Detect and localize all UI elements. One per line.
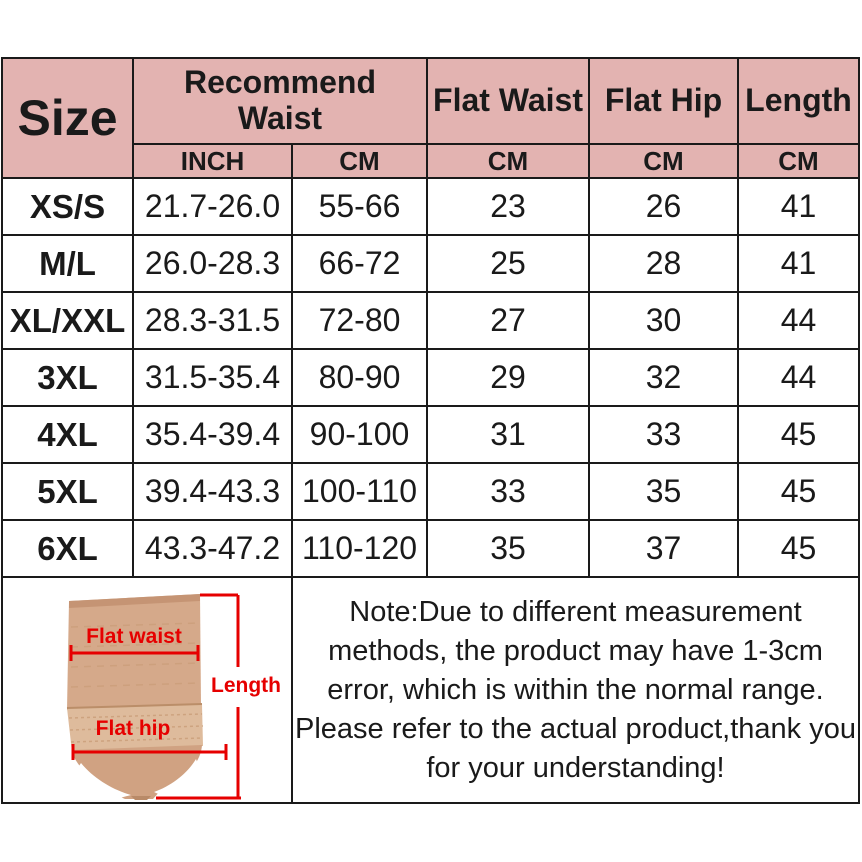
size-chart: Size Recommend Waist Flat Waist Flat Hip… — [1, 57, 860, 804]
table-row: XL/XXL 28.3-31.5 72-80 27 30 44 — [1, 291, 860, 350]
bottom-row: Flat waist Flat hip Length Note:Due to d… — [1, 576, 860, 804]
flat-hip-cell: 35 — [588, 462, 739, 521]
unit-inch: INCH — [132, 143, 293, 179]
units-row: INCH CM CM CM CM — [2, 143, 860, 179]
cm-cell: 72-80 — [291, 291, 428, 350]
length-annotation: Length — [211, 674, 281, 697]
inch-cell: 28.3-31.5 — [132, 291, 293, 350]
note-text: Note:Due to different measurement method… — [291, 576, 860, 804]
flat-waist-cell: 33 — [426, 462, 590, 521]
inch-cell: 39.4-43.3 — [132, 462, 293, 521]
cm-cell: 66-72 — [291, 234, 428, 293]
header-flat-hip: Flat Hip — [588, 57, 739, 145]
length-cell: 45 — [737, 519, 860, 578]
cm-cell: 80-90 — [291, 348, 428, 407]
size-cell: 4XL — [1, 405, 134, 464]
inch-cell: 43.3-47.2 — [132, 519, 293, 578]
flat-hip-annotation: Flat hip — [96, 717, 171, 740]
size-cell: M/L — [1, 234, 134, 293]
unit-cm: CM — [291, 143, 428, 179]
flat-hip-cell: 26 — [588, 177, 739, 236]
flat-hip-cell: 37 — [588, 519, 739, 578]
inch-cell: 35.4-39.4 — [132, 405, 293, 464]
unit-cm: CM — [426, 143, 590, 179]
size-cell: XL/XXL — [1, 291, 134, 350]
table-row: 5XL 39.4-43.3 100-110 33 35 45 — [1, 462, 860, 521]
length-cell: 41 — [737, 177, 860, 236]
flat-waist-cell: 23 — [426, 177, 590, 236]
size-cell: 5XL — [1, 462, 134, 521]
flat-waist-cell: 35 — [426, 519, 590, 578]
length-cell: 45 — [737, 405, 860, 464]
inch-cell: 31.5-35.4 — [132, 348, 293, 407]
product-diagram-cell: Flat waist Flat hip Length — [1, 576, 293, 804]
header-length: Length — [737, 57, 860, 145]
table-row: XS/S 21.7-26.0 55-66 23 26 41 — [1, 177, 860, 236]
size-chart-table: Size Recommend Waist Flat Waist Flat Hip… — [1, 57, 860, 804]
flat-waist-cell: 27 — [426, 291, 590, 350]
flat-hip-cell: 28 — [588, 234, 739, 293]
flat-waist-cell: 25 — [426, 234, 590, 293]
length-cell: 44 — [737, 291, 860, 350]
flat-waist-annotation: Flat waist — [86, 625, 182, 648]
table-row: 3XL 31.5-35.4 80-90 29 32 44 — [1, 348, 860, 407]
cm-cell: 100-110 — [291, 462, 428, 521]
measurement-lines — [69, 593, 241, 800]
cm-cell: 90-100 — [291, 405, 428, 464]
unit-cm: CM — [737, 143, 860, 179]
length-cell: 45 — [737, 462, 860, 521]
header-row: Size Recommend Waist Flat Waist Flat Hip… — [1, 57, 860, 179]
flat-waist-cell: 29 — [426, 348, 590, 407]
inch-cell: 21.7-26.0 — [132, 177, 293, 236]
flat-waist-cell: 31 — [426, 405, 590, 464]
table-row: 6XL 43.3-47.2 110-120 35 37 45 — [1, 519, 860, 578]
header-recommend-waist: Recommend Waist — [132, 57, 428, 145]
header-size: Size — [1, 57, 134, 179]
length-cell: 41 — [737, 234, 860, 293]
length-cell: 44 — [737, 348, 860, 407]
flat-hip-cell: 30 — [588, 291, 739, 350]
header-recommend-waist-label: Recommend Waist — [183, 64, 377, 136]
flat-hip-cell: 32 — [588, 348, 739, 407]
product-diagram: Flat waist Flat hip Length — [66, 593, 281, 800]
cm-cell: 110-120 — [291, 519, 428, 578]
size-cell: 6XL — [1, 519, 134, 578]
inch-cell: 26.0-28.3 — [132, 234, 293, 293]
size-cell: XS/S — [1, 177, 134, 236]
flat-hip-cell: 33 — [588, 405, 739, 464]
cm-cell: 55-66 — [291, 177, 428, 236]
table-row: M/L 26.0-28.3 66-72 25 28 41 — [1, 234, 860, 293]
table-row: 4XL 35.4-39.4 90-100 31 33 45 — [1, 405, 860, 464]
unit-cm: CM — [588, 143, 739, 179]
size-cell: 3XL — [1, 348, 134, 407]
header-flat-waist: Flat Waist — [426, 57, 590, 145]
